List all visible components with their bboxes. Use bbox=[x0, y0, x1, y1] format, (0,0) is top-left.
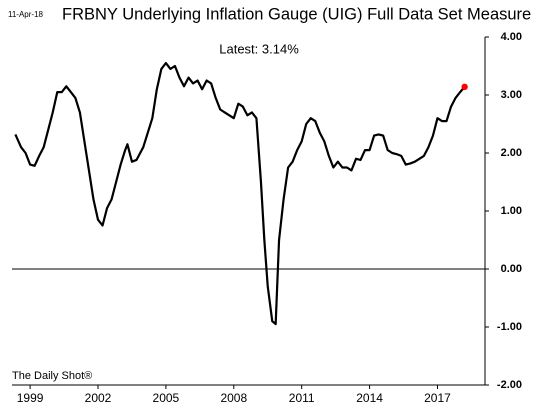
x-tick-label: 2017 bbox=[424, 391, 451, 405]
y-tick-label: 2.00 bbox=[501, 147, 522, 159]
source: The Daily Shot® bbox=[12, 370, 92, 382]
chart-date: 11-Apr-18 bbox=[8, 10, 44, 19]
y-tick-label: -1.00 bbox=[497, 321, 522, 333]
x-tick-label: 2005 bbox=[153, 391, 180, 405]
y-tick-label: 1.00 bbox=[501, 205, 522, 217]
y-tick-label: 0.00 bbox=[501, 263, 522, 275]
x-tick-label: 2002 bbox=[85, 391, 112, 405]
x-tick-label: 2014 bbox=[356, 391, 383, 405]
y-tick-label: 4.00 bbox=[501, 31, 522, 43]
chart-title: FRBNY Underlying Inflation Gauge (UIG) F… bbox=[62, 5, 531, 23]
series-line bbox=[14, 62, 466, 326]
x-tick-label: 2008 bbox=[220, 391, 247, 405]
x-tick-label: 1999 bbox=[17, 391, 44, 405]
y-tick-label: 3.00 bbox=[501, 89, 522, 101]
x-tick-label: 2011 bbox=[289, 391, 315, 405]
y-tick-label: -2.00 bbox=[497, 379, 522, 391]
annotation: Latest: 3.14% bbox=[219, 41, 299, 56]
latest-marker bbox=[461, 83, 468, 91]
